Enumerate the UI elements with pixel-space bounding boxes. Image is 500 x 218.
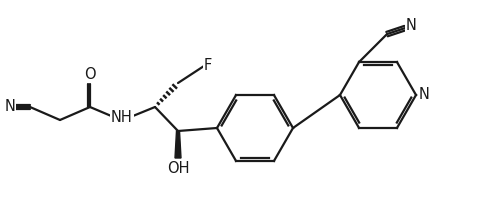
Text: NH: NH xyxy=(111,111,133,126)
Text: N: N xyxy=(419,87,430,102)
Polygon shape xyxy=(175,131,181,158)
Text: N: N xyxy=(406,18,416,33)
Text: O: O xyxy=(84,67,96,82)
Text: OH: OH xyxy=(167,161,189,176)
Text: F: F xyxy=(204,58,212,73)
Text: N: N xyxy=(4,99,16,114)
